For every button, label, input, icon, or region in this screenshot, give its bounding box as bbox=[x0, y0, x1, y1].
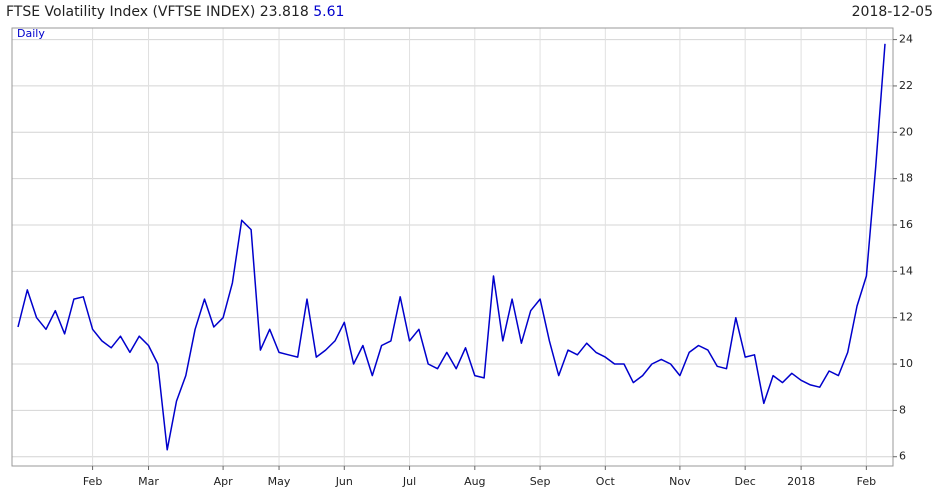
y-tick-label: 6 bbox=[899, 450, 906, 463]
price-line bbox=[17, 43, 886, 451]
title: FTSE Volatility Index (VFTSE INDEX) bbox=[6, 4, 255, 20]
last-value: 23.818 bbox=[260, 4, 309, 20]
x-tick-label: Mar bbox=[138, 475, 159, 488]
x-tick-label: 2018 bbox=[787, 475, 815, 488]
x-tick-label: Nov bbox=[669, 475, 691, 488]
y-tick-label: 12 bbox=[899, 311, 913, 324]
y-tick-label: 10 bbox=[899, 357, 913, 370]
x-tick-label: Apr bbox=[214, 475, 234, 488]
y-tick-label: 20 bbox=[899, 125, 913, 138]
change-value: 5.61 bbox=[313, 4, 344, 20]
x-tick-label: Aug bbox=[464, 475, 485, 488]
y-tick-label: 16 bbox=[899, 218, 913, 231]
plot-frame bbox=[11, 27, 894, 467]
y-tick-label: 8 bbox=[899, 403, 906, 416]
y-tick-label: 14 bbox=[899, 264, 913, 277]
x-tick-label: Feb bbox=[83, 475, 102, 488]
x-tick-label: Feb bbox=[857, 475, 876, 488]
x-tick-label: Dec bbox=[735, 475, 756, 488]
x-tick-label: Oct bbox=[596, 475, 616, 488]
date: 2018-12-05 bbox=[852, 4, 933, 20]
y-tick-label: 18 bbox=[899, 172, 913, 185]
x-tick-label: May bbox=[268, 475, 291, 488]
chart-title: FTSE Volatility Index (VFTSE INDEX) 23.8… bbox=[6, 4, 344, 20]
x-tick-label: Jul bbox=[402, 475, 416, 488]
y-tick-label: 24 bbox=[899, 33, 913, 46]
x-tick-label: Sep bbox=[530, 475, 551, 488]
period-label: Daily bbox=[17, 27, 45, 40]
x-tick-label: Jun bbox=[335, 475, 353, 488]
y-tick-label: 22 bbox=[899, 79, 913, 92]
